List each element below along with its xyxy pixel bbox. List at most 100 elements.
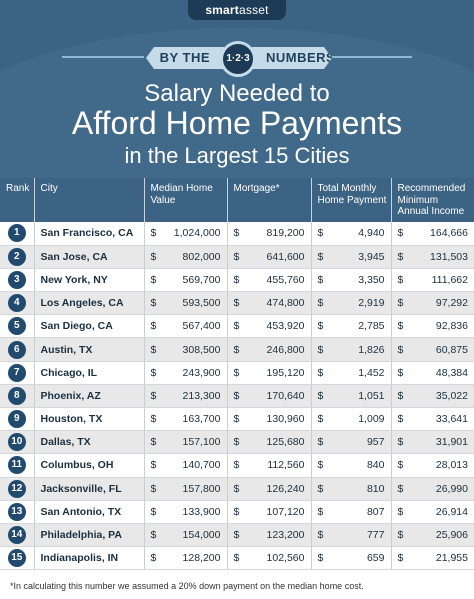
title-line-2: Afford Home Payments [71,105,403,141]
mortgage-cell: $123,200 [227,523,312,548]
currency-symbol: $ [397,459,404,472]
currency-symbol: $ [317,413,324,426]
rank-cell: 9 [0,407,35,432]
mortgage-value: 125,680 [266,436,305,449]
title-line-3: in the Largest 15 Cities [124,143,350,168]
median-home-value-cell: $593,500 [144,291,228,316]
mortgage-value: 130,960 [266,413,305,426]
annual-income-cell: $60,875 [391,337,474,362]
rank-badge: 13 [7,502,26,521]
rank-cell: 11 [0,453,35,478]
currency-symbol: $ [397,366,404,379]
mortgage-cell: $130,960 [227,407,312,432]
monthly-payment-cell: $4,940 [311,222,392,246]
logo-asset: asset [239,3,269,17]
rank-cell: 15 [0,546,35,571]
mortgage-value: 246,800 [266,343,305,356]
currency-symbol: $ [397,389,404,402]
col-header-mortgage: Mortgage* [227,178,312,222]
mortgage-value: 107,120 [266,505,305,518]
mortgage-cell: $170,640 [227,384,312,409]
monthly-payment-value: 4,940 [358,227,385,240]
mortgage-value: 453,920 [266,320,305,333]
monthly-payment-cell: $2,919 [311,291,392,316]
currency-symbol: $ [233,505,240,518]
median-home-value-value: 157,100 [182,436,221,449]
rank-badge: 10 [7,433,26,452]
median-home-value-value: 569,700 [182,273,221,286]
median-home-value-cell: $1,024,000 [144,222,228,246]
median-home-value-value: 140,700 [182,459,221,472]
city-cell: Jacksonville, FL [34,477,145,501]
table-row: 15 Indianapolis, IN $128,200 $102,560 $659 $2… [0,546,474,571]
currency-symbol: $ [150,366,157,379]
currency-symbol: $ [233,250,240,263]
currency-symbol: $ [397,529,404,542]
currency-symbol: $ [397,482,404,495]
annual-income-cell: $31,901 [391,430,474,455]
col-header-total-monthly-payment: Total Monthly Home Payment [311,178,392,222]
ribbon-rule-left [62,56,144,58]
mortgage-cell: $474,800 [227,291,312,316]
monthly-payment-value: 807 [366,505,385,518]
rank-cell: 13 [0,500,35,524]
currency-symbol: $ [233,343,240,356]
currency-symbol: $ [150,482,157,495]
median-home-value-cell: $157,100 [144,430,228,455]
city-cell: Columbus, OH [34,453,145,478]
currency-symbol: $ [233,227,240,240]
currency-symbol: $ [150,529,157,542]
monthly-payment-cell: $1,051 [311,384,392,409]
currency-symbol: $ [150,389,157,402]
monthly-payment-value: 1,009 [358,413,385,426]
mortgage-value: 641,600 [266,250,305,263]
currency-symbol: $ [397,273,404,286]
rank-cell: 8 [0,384,35,409]
mortgage-cell: $102,560 [227,546,312,571]
mortgage-value: 819,200 [266,227,305,240]
currency-symbol: $ [150,320,157,333]
rank-badge: 8 [7,386,26,405]
monthly-payment-value: 3,945 [358,250,385,263]
currency-symbol: $ [233,320,240,333]
median-home-value-value: 1,024,000 [173,227,221,240]
table-row: 7 Chicago, IL $243,900 $195,120 $1,452 $48,38… [0,361,474,385]
city-cell: San Jose, CA [34,245,145,269]
median-home-value-cell: $140,700 [144,453,228,478]
annual-income-value: 26,914 [435,505,468,518]
monthly-payment-cell: $659 [311,546,392,571]
monthly-payment-cell: $1,009 [311,407,392,432]
annual-income-value: 97,292 [435,297,468,310]
header-banner: smartasset BY THE NUMBERS 1·2·3 Salary N… [0,0,474,178]
annual-income-cell: $35,022 [391,384,474,409]
annual-income-value: 31,901 [435,436,468,449]
rank-cell: 4 [0,291,35,316]
currency-symbol: $ [233,436,240,449]
mortgage-cell: $455,760 [227,268,312,293]
annual-income-cell: $26,914 [391,500,474,524]
currency-symbol: $ [233,459,240,472]
mortgage-cell: $819,200 [227,222,312,246]
median-home-value-value: 157,800 [182,482,221,495]
table-row: 8 Phoenix, AZ $213,300 $170,640 $1,051 $35,02… [0,384,474,409]
median-home-value-value: 163,700 [182,413,221,426]
mortgage-value: 123,200 [266,529,305,542]
median-home-value-value: 308,500 [182,343,221,356]
table-row: 13 San Antonio, TX $133,900 $107,120 $807 $26… [0,500,474,524]
annual-income-value: 26,990 [435,482,468,495]
monthly-payment-cell: $3,945 [311,245,392,269]
annual-income-cell: $21,955 [391,546,474,571]
annual-income-cell: $131,503 [391,245,474,269]
currency-symbol: $ [317,227,324,240]
currency-symbol: $ [233,389,240,402]
city-cell: Phoenix, AZ [34,384,145,409]
monthly-payment-cell: $810 [311,477,392,501]
annual-income-value: 131,503 [430,250,468,263]
currency-symbol: $ [150,273,157,286]
currency-symbol: $ [150,227,157,240]
monthly-payment-value: 2,785 [358,320,385,333]
table-header-row: Rank City Median Home Value Mortgage* To… [0,178,474,222]
mortgage-value: 455,760 [266,273,305,286]
mortgage-value: 102,560 [266,552,305,565]
